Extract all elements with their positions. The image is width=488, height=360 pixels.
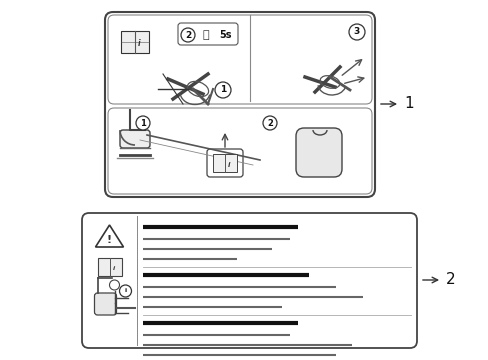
FancyBboxPatch shape [108,15,371,104]
Circle shape [119,285,131,297]
Text: 2: 2 [266,118,272,127]
Text: i: i [112,266,114,271]
Text: 1: 1 [220,85,225,94]
Text: 5s: 5s [218,30,231,40]
FancyBboxPatch shape [213,154,237,172]
Circle shape [181,28,195,42]
Text: 2: 2 [184,31,191,40]
Text: 1: 1 [403,96,413,112]
FancyBboxPatch shape [97,258,121,276]
FancyBboxPatch shape [121,31,149,53]
Circle shape [215,82,230,98]
Text: !: ! [107,235,112,245]
Text: i: i [124,288,126,293]
Text: ⌛: ⌛ [202,30,209,40]
FancyBboxPatch shape [108,108,371,194]
FancyBboxPatch shape [120,130,150,148]
FancyBboxPatch shape [295,128,341,177]
FancyBboxPatch shape [82,213,416,348]
FancyBboxPatch shape [206,149,243,177]
Text: 2: 2 [445,273,455,288]
FancyBboxPatch shape [178,23,238,45]
Circle shape [136,116,150,130]
Circle shape [348,24,364,40]
FancyBboxPatch shape [105,12,374,197]
FancyBboxPatch shape [94,293,116,315]
Text: 3: 3 [353,27,359,36]
Text: i: i [138,39,140,48]
Circle shape [263,116,276,130]
Text: 1: 1 [140,118,145,127]
Text: i: i [227,162,230,168]
